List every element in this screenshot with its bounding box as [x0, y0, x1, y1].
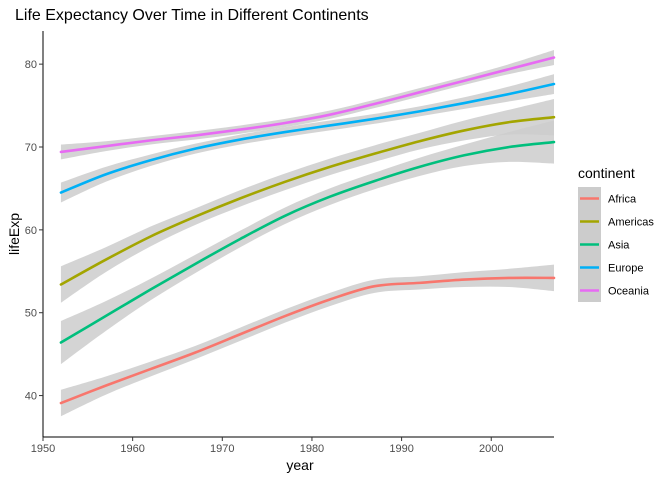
x-tick-label: 1950 [31, 443, 55, 455]
band-oceania [60, 50, 555, 160]
line-europe [59, 82, 556, 194]
chart-title: Life Expectancy Over Time in Different C… [15, 7, 369, 24]
bands-layer [60, 50, 555, 417]
y-tick-label: 60 [25, 225, 37, 237]
line-americas [59, 115, 556, 286]
y-tick-label: 40 [25, 391, 37, 403]
legend: Africa Americas Asia Europe Oceania [578, 187, 654, 302]
band-asia [60, 120, 555, 365]
legend-title: continent [578, 165, 635, 181]
lines-layer [59, 56, 556, 405]
band-africa [60, 264, 555, 417]
band-americas [60, 98, 555, 303]
y-tick-label: 50 [25, 308, 37, 320]
y-axis-label: lifeExp [6, 213, 22, 255]
legend-label-africa: Africa [608, 194, 637, 206]
x-ticks: 1950 1960 1970 1980 1990 2000 [31, 437, 503, 455]
x-tick-label: 2000 [479, 443, 503, 455]
x-axis-label: year [286, 457, 314, 473]
legend-label-oceania: Oceania [608, 286, 650, 298]
legend-label-europe: Europe [608, 263, 643, 275]
y-tick-label: 70 [25, 142, 37, 154]
x-tick-label: 1990 [389, 443, 413, 455]
y-tick-label: 80 [25, 59, 37, 71]
y-ticks: 40 50 60 70 80 [25, 59, 43, 403]
band-europe [60, 74, 555, 203]
legend-label-asia: Asia [608, 240, 630, 252]
line-asia [59, 140, 556, 344]
x-tick-label: 1980 [300, 443, 324, 455]
x-tick-label: 1970 [210, 443, 234, 455]
legend-label-americas: Americas [608, 217, 654, 229]
line-oceania [59, 56, 556, 154]
x-tick-label: 1960 [120, 443, 144, 455]
line-africa [59, 276, 556, 405]
